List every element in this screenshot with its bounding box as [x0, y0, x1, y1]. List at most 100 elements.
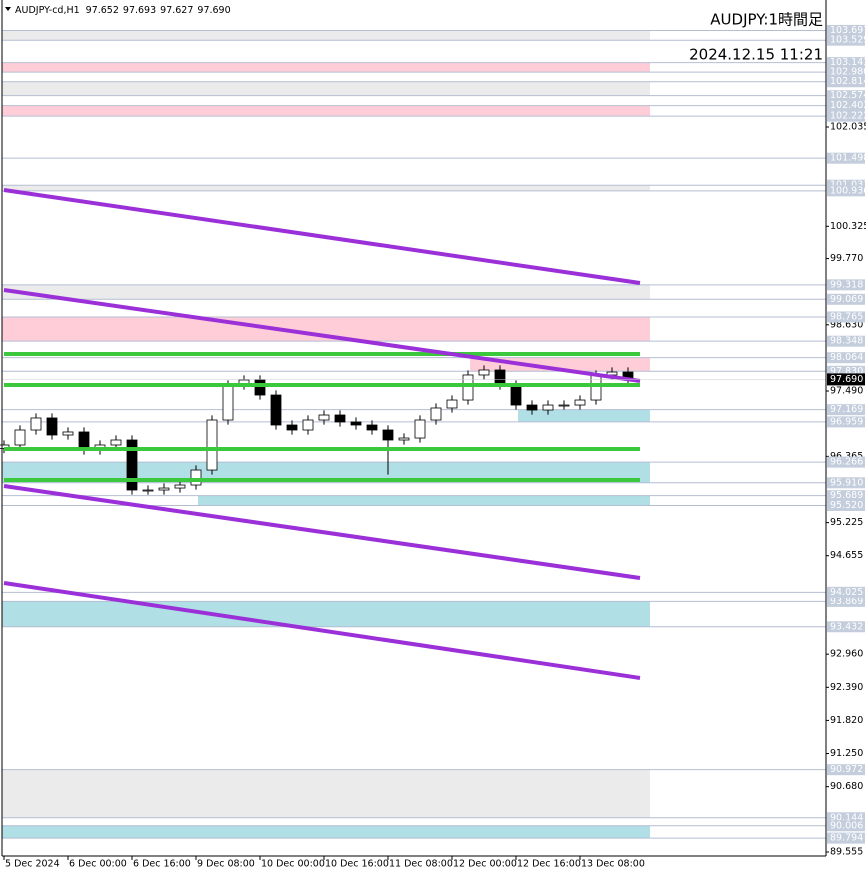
level-label: 97.830: [830, 366, 863, 377]
level-label: 101.033: [830, 180, 866, 191]
zone: [518, 409, 650, 422]
zone: [2, 105, 650, 117]
level-label: 94.025: [830, 587, 863, 598]
candle-body: [334, 414, 346, 423]
candle-body: [30, 417, 42, 431]
level-label-box: [827, 110, 865, 122]
y-tick-label: 100.325: [830, 221, 866, 232]
x-tick-label: 13 Dec 08:00: [581, 859, 645, 870]
symbol-info: AUDJPY-cd,H1 97.652 97.693 97.627 97.690: [15, 5, 231, 16]
level-label: 102.814: [830, 76, 866, 87]
candle-body: [158, 487, 170, 491]
y-tick-label: 96.365: [830, 451, 863, 462]
level-label: 102.574: [830, 90, 866, 101]
candle-body: [62, 431, 74, 436]
level-label-box: [827, 595, 865, 607]
y-tick-label: 97.490: [830, 386, 863, 397]
level-label-box: [827, 477, 865, 489]
y-tick-label: 92.960: [830, 649, 863, 660]
candle-body: [590, 374, 602, 401]
x-tick-label: 5 Dec 2024: [5, 859, 60, 870]
level-label-box: [827, 499, 865, 511]
level-label: 93.432: [830, 621, 863, 632]
current-price-box: [827, 373, 865, 386]
high-price: 97.693: [123, 5, 156, 16]
level-label-box: [827, 34, 865, 46]
candle-body: [382, 429, 394, 441]
x-tick-label: 6 Dec 16:00: [133, 859, 191, 870]
x-tick-label: 10 Dec 00:00: [261, 859, 325, 870]
level-label-box: [827, 335, 865, 347]
candle-body: [14, 429, 26, 446]
collapse-icon[interactable]: [5, 7, 11, 11]
close-price: 97.690: [197, 5, 230, 16]
level-label-box: [827, 456, 865, 468]
level-label: 100.936: [830, 185, 866, 196]
zone: [2, 769, 650, 818]
candle-body: [46, 417, 58, 436]
candle-body: [174, 484, 186, 489]
level-label-box: [827, 293, 865, 305]
level-label: 96.266: [830, 457, 863, 468]
candle-body: [302, 419, 314, 431]
candle-body: [190, 469, 202, 486]
candle-body: [414, 419, 426, 439]
level-label: 103.697: [830, 25, 866, 36]
symbol: AUDJPY-cd,H1: [15, 5, 80, 16]
y-tick-label: 99.770: [830, 253, 863, 264]
zone: [2, 30, 650, 41]
y-tick-label: 89.555: [830, 846, 863, 857]
level-label-box: [827, 621, 865, 633]
x-tick-label: 10 Dec 16:00: [325, 859, 389, 870]
level-label: 102.980: [830, 67, 866, 78]
y-tick-label: 94.655: [830, 550, 863, 561]
current-price-label: 97.690: [830, 374, 863, 385]
level-label-box: [827, 76, 865, 88]
zone: [2, 601, 650, 627]
level-label-box: [827, 179, 865, 191]
zone: [2, 62, 650, 73]
candle-body: [398, 437, 410, 441]
level-label: 98.765: [830, 311, 863, 322]
level-label-box: [827, 24, 865, 36]
y-tick-label: 95.225: [830, 517, 863, 528]
zone: [2, 284, 650, 300]
zone: [198, 495, 650, 506]
x-tick-label: 12 Dec 00:00: [453, 859, 517, 870]
y-tick-label: 91.250: [830, 748, 863, 759]
y-tick-label: 102.035: [830, 121, 866, 132]
level-label: 97.169: [830, 404, 863, 415]
level-label-box: [827, 416, 865, 428]
candle-body: [478, 369, 490, 376]
candle-body: [142, 489, 154, 492]
low-price: 97.627: [160, 5, 193, 16]
candle-body: [222, 384, 234, 421]
level-label: 103.529: [830, 35, 866, 46]
timestamp: 2024.12.15 11:21: [689, 46, 823, 64]
level-label: 95.689: [830, 490, 863, 501]
level-label-box: [827, 90, 865, 102]
level-label: 101.498: [830, 153, 866, 164]
zone: [2, 462, 650, 483]
y-tick-label: 90.680: [830, 781, 863, 792]
candle-body: [494, 369, 506, 386]
y-tick-label: 98.630: [830, 319, 863, 330]
level-label-box: [827, 311, 865, 323]
level-label-box: [827, 152, 865, 164]
zone: [2, 81, 650, 96]
candle-body: [526, 404, 538, 411]
level-label-box: [827, 586, 865, 598]
level-label-box: [827, 66, 865, 78]
candle-body: [574, 399, 586, 406]
level-label: 96.959: [830, 416, 863, 427]
candle-body: [254, 379, 266, 396]
candle-body: [318, 414, 330, 421]
zone: [2, 825, 650, 839]
level-label-box: [827, 764, 865, 776]
candle-body: [270, 394, 282, 426]
level-label: 98.348: [830, 336, 863, 347]
level-label: 102.402: [830, 100, 866, 111]
level-label: 99.318: [830, 279, 863, 290]
